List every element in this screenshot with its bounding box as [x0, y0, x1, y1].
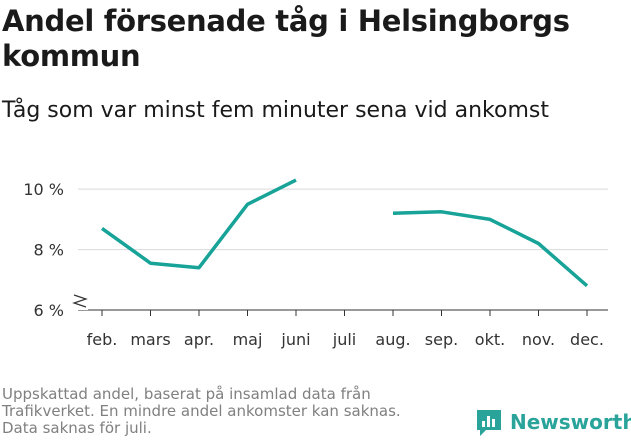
source-note-line: Uppskattad andel, baserat på insamlad da…: [2, 385, 371, 403]
x-tick-label: mars: [130, 330, 170, 349]
axis-break-icon: [72, 294, 88, 310]
x-tick-label: okt.: [475, 330, 505, 349]
chart-title: Andel försenade tåg i Helsingborgs kommu…: [2, 4, 570, 73]
x-tick-label: maj: [233, 330, 263, 349]
y-axis-ticks: 6 % 8 % 10 %: [23, 180, 64, 320]
brand-name: Newsworthy: [510, 410, 631, 434]
source-note: Uppskattad andel, baserat på insamlad da…: [2, 386, 462, 437]
y-tick-label: 10 %: [23, 180, 64, 199]
y-tick-label: 8 %: [34, 241, 64, 260]
x-tick-label: apr.: [184, 330, 214, 349]
line-chart: 6 % 8 % 10 % feb. mars apr. maj juni juli aug. se…: [23, 178, 608, 349]
x-tick-label: nov.: [522, 330, 555, 349]
series-line-segment: [392, 210, 589, 288]
series-lines: [100, 178, 589, 288]
x-tick-label: juli: [332, 330, 356, 349]
newsworthy-logo-icon: [477, 410, 501, 436]
x-axis-ticks: feb. mars apr. maj juni juli aug. sep. okt. nov. d…: [87, 310, 604, 349]
y-tick-label: 6 %: [34, 301, 64, 320]
chart-subtitle: Tåg som var minst fem minuter sena vid a…: [2, 98, 549, 123]
axis-break-zigzag: [72, 294, 88, 308]
x-tick-label: juni: [280, 330, 310, 349]
series-line-segment: [100, 178, 297, 270]
source-note-line: Data saknas för juli.: [2, 419, 152, 437]
source-note-line: Trafikverket. En mindre andel ankomster …: [2, 402, 401, 420]
x-tick-label: feb.: [87, 330, 118, 349]
x-tick-label: sep.: [425, 330, 458, 349]
x-tick-label: dec.: [570, 330, 604, 349]
x-tick-label: aug.: [375, 330, 410, 349]
grid-lines: [78, 188, 608, 311]
